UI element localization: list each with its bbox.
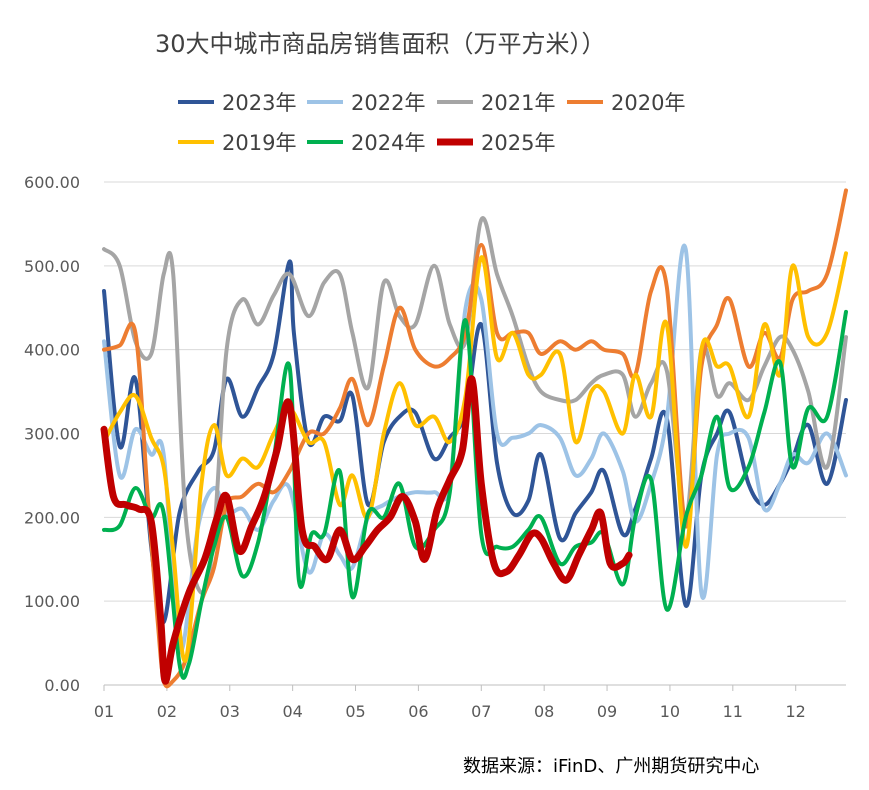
x-tick-label: 11 bbox=[723, 702, 743, 721]
x-tick-label: 01 bbox=[94, 702, 114, 721]
x-tick-label: 10 bbox=[660, 702, 680, 721]
x-tick-label: 06 bbox=[408, 702, 428, 721]
series-line-2022年 bbox=[102, 243, 848, 655]
y-tick-label: 600.00 bbox=[24, 173, 80, 192]
y-tick-label: 0.00 bbox=[44, 676, 80, 695]
legend-label: 2019年 bbox=[222, 131, 296, 155]
legend-label: 2021年 bbox=[481, 91, 555, 115]
x-tick-label: 07 bbox=[471, 702, 491, 721]
x-tick-label: 04 bbox=[282, 702, 302, 721]
y-tick-label: 100.00 bbox=[24, 592, 80, 611]
x-tick-label: 02 bbox=[157, 702, 177, 721]
chart-title: 30大中城市商品房销售面积（万平方米）） bbox=[155, 30, 606, 58]
x-tick-label: 12 bbox=[786, 702, 806, 721]
x-tick-label: 08 bbox=[534, 702, 554, 721]
series-line-2025年 bbox=[100, 375, 633, 685]
x-axis-tick-labels: 01 02 03 04 05 06 07 08 09 10 11 12 bbox=[94, 702, 806, 721]
y-axis-tick-labels: 0.00 100.00 200.00 300.00 400.00 500.00 600.00 bbox=[24, 173, 80, 695]
legend-label: 2024年 bbox=[351, 131, 425, 155]
legend-label: 2023年 bbox=[222, 91, 296, 115]
y-tick-label: 200.00 bbox=[24, 508, 80, 527]
legend-label: 2022年 bbox=[351, 91, 425, 115]
legend-label: 2020年 bbox=[611, 91, 685, 115]
x-tick-label: 05 bbox=[345, 702, 365, 721]
x-tick-label: 09 bbox=[597, 702, 617, 721]
x-axis bbox=[103, 685, 797, 691]
series-line-2024年 bbox=[102, 309, 848, 680]
source-note: 数据来源：iFinD、广州期货研究中心 bbox=[463, 756, 759, 777]
y-tick-label: 400.00 bbox=[24, 341, 80, 360]
y-tick-label: 300.00 bbox=[24, 425, 80, 444]
y-tick-label: 500.00 bbox=[24, 257, 80, 276]
legend: 2023年 2022年 2021年 2020年 2019年 2024年 2025年 bbox=[178, 91, 685, 155]
series-line-2019年 bbox=[102, 251, 848, 663]
legend-label: 2025年 bbox=[481, 131, 555, 155]
series-lines bbox=[100, 188, 848, 689]
x-tick-label: 03 bbox=[220, 702, 240, 721]
